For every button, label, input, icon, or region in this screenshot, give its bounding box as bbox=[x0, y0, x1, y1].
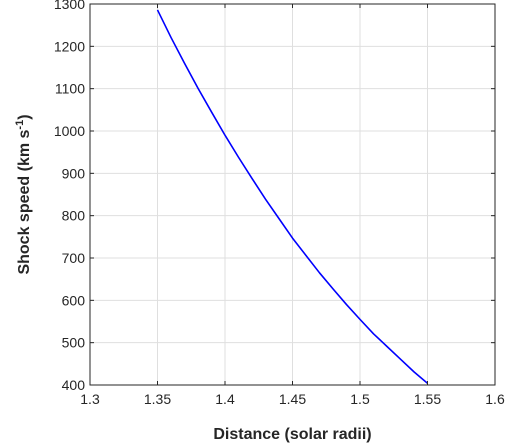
y-axis-title-superscript: -1 bbox=[14, 120, 26, 130]
series-line-0 bbox=[156, 9, 429, 384]
x-axis-title: Distance (solar radii) bbox=[213, 426, 371, 443]
y-axis-title-main: Shock speed (km s bbox=[16, 129, 33, 274]
x-tick-label: 1.55 bbox=[414, 391, 441, 407]
y-tick-label: 1200 bbox=[54, 38, 85, 54]
y-tick-label: 800 bbox=[62, 208, 86, 224]
y-tick-label: 1100 bbox=[55, 81, 85, 97]
x-tick-label: 1.5 bbox=[350, 391, 370, 407]
series-group bbox=[156, 9, 429, 384]
tick-labels: 1.3 1.35 1.4 1.45 1.5 1.55 1.6 400 500 600 700 800 9… bbox=[54, 0, 505, 407]
x-tick-label: 1.3 bbox=[80, 391, 100, 407]
x-tick-label: 1.6 bbox=[485, 391, 505, 407]
y-tick-label: 900 bbox=[62, 165, 86, 181]
y-tick-label: 400 bbox=[62, 377, 86, 393]
y-tick-label: 500 bbox=[62, 335, 86, 351]
x-tick-label: 1.35 bbox=[144, 391, 171, 407]
y-axis-title: Shock speed (km s-1) bbox=[14, 114, 33, 274]
ticks bbox=[89, 3, 496, 386]
y-tick-label: 1300 bbox=[54, 0, 85, 12]
y-axis-title-close: ) bbox=[16, 114, 33, 119]
x-tick-label: 1.45 bbox=[279, 391, 306, 407]
x-tick-label: 1.4 bbox=[215, 391, 235, 407]
y-tick-label: 600 bbox=[62, 292, 86, 308]
y-tick-label: 700 bbox=[62, 250, 86, 266]
y-tick-label: 1000 bbox=[54, 123, 85, 139]
